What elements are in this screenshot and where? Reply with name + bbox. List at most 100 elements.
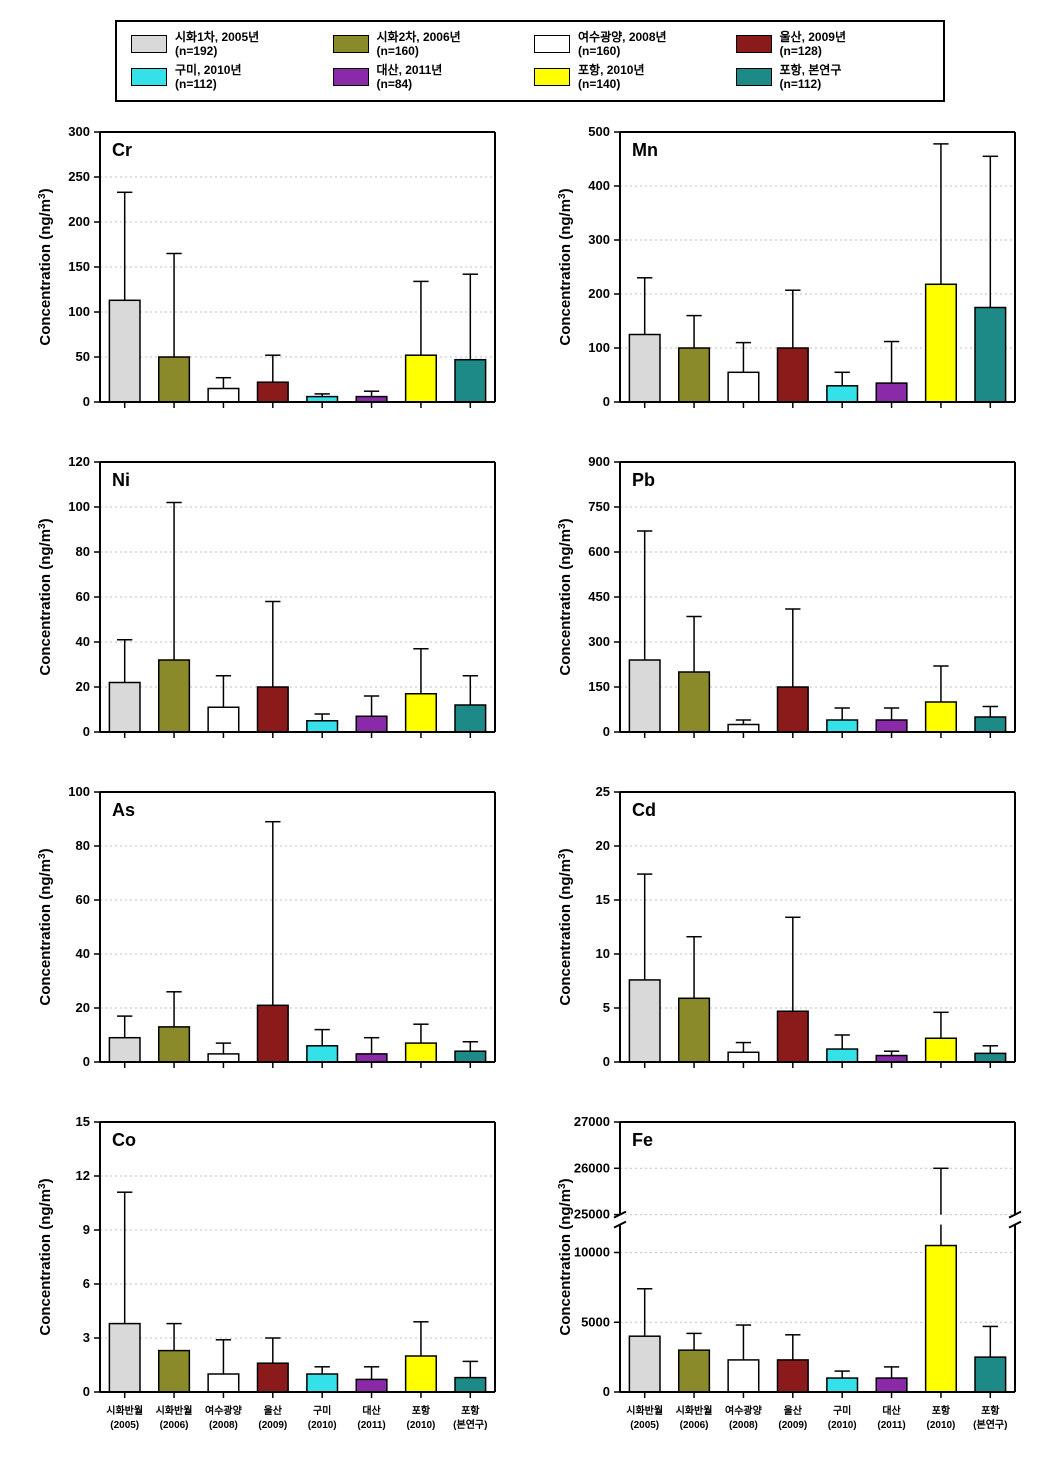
chart-panel-cr: 050100150200250300CrConcentration (ng/m3… <box>30 122 510 422</box>
svg-text:9: 9 <box>83 1222 90 1237</box>
legend-item: 구미, 2010년(n=112) <box>127 61 329 94</box>
chart-panel-fe: 0500010000250002600027000FeConcentration… <box>550 1112 1030 1452</box>
svg-text:(2009): (2009) <box>778 1420 807 1431</box>
legend-label: 울산, 2009년(n=128) <box>780 30 846 59</box>
svg-text:3: 3 <box>83 1330 90 1345</box>
svg-text:10: 10 <box>596 946 610 961</box>
svg-text:50: 50 <box>76 349 90 364</box>
legend-label: 구미, 2010년(n=112) <box>175 63 241 92</box>
svg-text:(2010): (2010) <box>308 1420 337 1431</box>
svg-text:100: 100 <box>68 784 90 799</box>
svg-text:27000: 27000 <box>574 1114 610 1129</box>
svg-text:300: 300 <box>68 124 90 139</box>
svg-text:(2010): (2010) <box>828 1420 857 1431</box>
legend-item: 포항, 2010년(n=140) <box>530 61 732 94</box>
svg-text:시화반월: 시화반월 <box>626 1404 663 1417</box>
svg-text:25000: 25000 <box>574 1206 610 1221</box>
svg-text:200: 200 <box>68 214 90 229</box>
chart-panel-ni: 020406080100120NiConcentration (ng/m3) <box>30 452 510 752</box>
svg-text:Pb: Pb <box>632 470 655 490</box>
svg-text:20: 20 <box>596 838 610 853</box>
svg-text:여수광양: 여수광양 <box>205 1404 243 1417</box>
svg-text:0: 0 <box>603 724 610 739</box>
legend-swatch <box>736 35 772 53</box>
svg-text:750: 750 <box>588 499 610 514</box>
svg-text:(2011): (2011) <box>877 1420 905 1431</box>
legend-item: 포항, 본연구(n=112) <box>732 61 934 94</box>
legend-label: 시화1차, 2005년(n=192) <box>175 30 259 59</box>
svg-text:80: 80 <box>76 544 90 559</box>
svg-text:구미: 구미 <box>833 1404 851 1417</box>
legend-label: 여수광양, 2008년(n=160) <box>578 30 667 59</box>
svg-text:Fe: Fe <box>632 1130 653 1150</box>
legend-item: 시화2차, 2006년(n=160) <box>329 28 531 61</box>
svg-text:포항: 포항 <box>981 1404 1000 1417</box>
legend-item: 울산, 2009년(n=128) <box>732 28 934 61</box>
legend-item: 여수광양, 2008년(n=160) <box>530 28 732 61</box>
legend-swatch <box>534 35 570 53</box>
legend-item: 시화1차, 2005년(n=192) <box>127 28 329 61</box>
chart-panel-co: 03691215CoConcentration (ng/m3)시화반월(2005… <box>30 1112 510 1452</box>
svg-text:대산: 대산 <box>362 1404 381 1417</box>
svg-text:대산: 대산 <box>882 1404 901 1417</box>
svg-text:Concentration (ng/m3): Concentration (ng/m3) <box>37 1178 55 1335</box>
svg-text:600: 600 <box>588 544 610 559</box>
svg-text:(본연구): (본연구) <box>453 1418 487 1431</box>
svg-text:(2005): (2005) <box>630 1420 659 1431</box>
svg-text:0: 0 <box>83 394 90 409</box>
svg-text:100: 100 <box>588 340 610 355</box>
svg-text:Concentration (ng/m3): Concentration (ng/m3) <box>37 518 55 675</box>
svg-text:울산: 울산 <box>264 1404 283 1417</box>
legend-label: 시화2차, 2006년(n=160) <box>377 30 461 59</box>
svg-text:(2005): (2005) <box>110 1420 139 1431</box>
svg-text:60: 60 <box>76 589 90 604</box>
legend-label: 포항, 2010년(n=140) <box>578 63 644 92</box>
svg-text:15: 15 <box>76 1114 90 1129</box>
chart-panel-mn: 0100200300400500MnConcentration (ng/m3) <box>550 122 1030 422</box>
svg-text:울산: 울산 <box>784 1404 803 1417</box>
svg-text:10000: 10000 <box>574 1244 610 1259</box>
charts-grid: 050100150200250300CrConcentration (ng/m3… <box>10 122 1050 1452</box>
chart-panel-cd: 0510152025CdConcentration (ng/m3) <box>550 782 1030 1082</box>
svg-text:500: 500 <box>588 124 610 139</box>
legend-swatch <box>131 35 167 53</box>
legend-label: 포항, 본연구(n=112) <box>780 63 842 92</box>
svg-text:Concentration (ng/m3): Concentration (ng/m3) <box>557 518 575 675</box>
svg-text:0: 0 <box>603 1384 610 1399</box>
legend: 시화1차, 2005년(n=192) 시화2차, 2006년(n=160) 여수광양… <box>115 20 945 102</box>
svg-text:포항: 포항 <box>412 1404 431 1417</box>
svg-text:(2006): (2006) <box>680 1420 709 1431</box>
svg-text:Mn: Mn <box>632 140 658 160</box>
svg-text:120: 120 <box>68 454 90 469</box>
svg-text:Concentration (ng/m3): Concentration (ng/m3) <box>557 1178 575 1335</box>
svg-text:100: 100 <box>68 499 90 514</box>
svg-text:0: 0 <box>83 724 90 739</box>
svg-text:100: 100 <box>68 304 90 319</box>
svg-text:40: 40 <box>76 634 90 649</box>
svg-text:0: 0 <box>83 1054 90 1069</box>
svg-text:Cr: Cr <box>112 140 132 160</box>
svg-text:(2008): (2008) <box>729 1420 758 1431</box>
svg-text:200: 200 <box>588 286 610 301</box>
svg-text:40: 40 <box>76 946 90 961</box>
svg-text:(2010): (2010) <box>926 1420 955 1431</box>
svg-text:포항: 포항 <box>932 1404 951 1417</box>
svg-text:시화반월: 시화반월 <box>156 1404 193 1417</box>
svg-text:6: 6 <box>83 1276 90 1291</box>
svg-text:0: 0 <box>603 394 610 409</box>
svg-text:포항: 포항 <box>461 1404 480 1417</box>
svg-text:Co: Co <box>112 1130 136 1150</box>
svg-text:5: 5 <box>603 1000 610 1015</box>
svg-text:12: 12 <box>76 1168 90 1183</box>
svg-text:(2008): (2008) <box>209 1420 238 1431</box>
svg-text:0: 0 <box>603 1054 610 1069</box>
svg-text:250: 250 <box>68 169 90 184</box>
svg-text:900: 900 <box>588 454 610 469</box>
svg-text:20: 20 <box>76 1000 90 1015</box>
svg-text:25: 25 <box>596 784 610 799</box>
svg-text:시화반월: 시화반월 <box>676 1404 713 1417</box>
svg-text:300: 300 <box>588 634 610 649</box>
svg-text:150: 150 <box>588 679 610 694</box>
svg-text:시화반월: 시화반월 <box>106 1404 143 1417</box>
chart-panel-pb: 0150300450600750900PbConcentration (ng/m… <box>550 452 1030 752</box>
